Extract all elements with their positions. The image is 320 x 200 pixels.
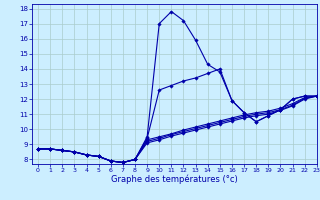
X-axis label: Graphe des températures (°c): Graphe des températures (°c) <box>111 175 238 184</box>
